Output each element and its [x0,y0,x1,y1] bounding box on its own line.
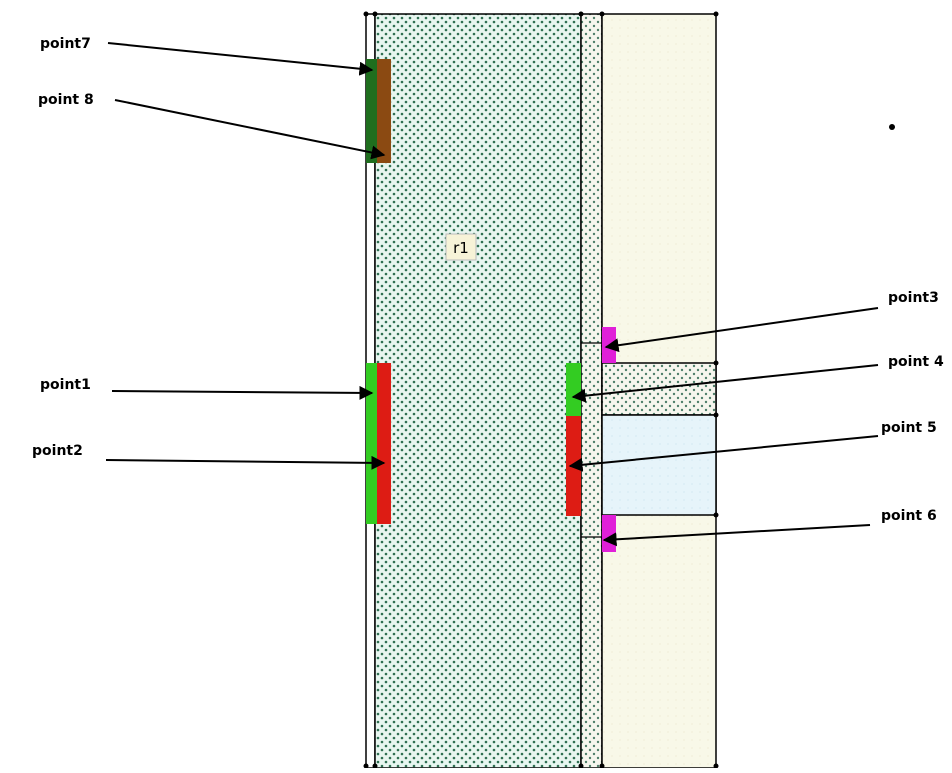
point3-arrow [604,307,879,353]
point4-arrow [571,364,879,403]
point2-arrow [105,455,386,470]
right-blue-subregion [601,414,717,516]
point2-label: point2 [32,443,83,459]
right-dotted-subregion [601,362,717,416]
point2-marker [377,363,391,524]
middle-narrow-column [580,13,603,769]
point5-arrow [568,435,879,472]
point1-label: point1 [40,377,91,393]
point5-label: point 5 [881,420,937,436]
point4-marker [566,363,581,416]
point6-marker [602,515,616,552]
point1-arrow [111,385,374,400]
point8-label: point 8 [38,92,94,108]
point6-arrow [602,524,871,547]
region-label: r1 [453,239,469,257]
point6-label: point 6 [881,508,937,524]
point7-label: point7 [40,36,91,52]
point4-label: point 4 [888,354,944,370]
vertex-dots [363,11,895,769]
point7-arrow [107,42,374,76]
point1-marker [366,363,377,524]
region-label-box [445,233,477,261]
point8-marker [377,59,391,163]
point3-label: point3 [888,290,939,306]
point7-marker [366,59,377,163]
main-region-r1 [374,13,582,769]
point8-arrow [114,99,386,160]
arrows [105,42,879,547]
